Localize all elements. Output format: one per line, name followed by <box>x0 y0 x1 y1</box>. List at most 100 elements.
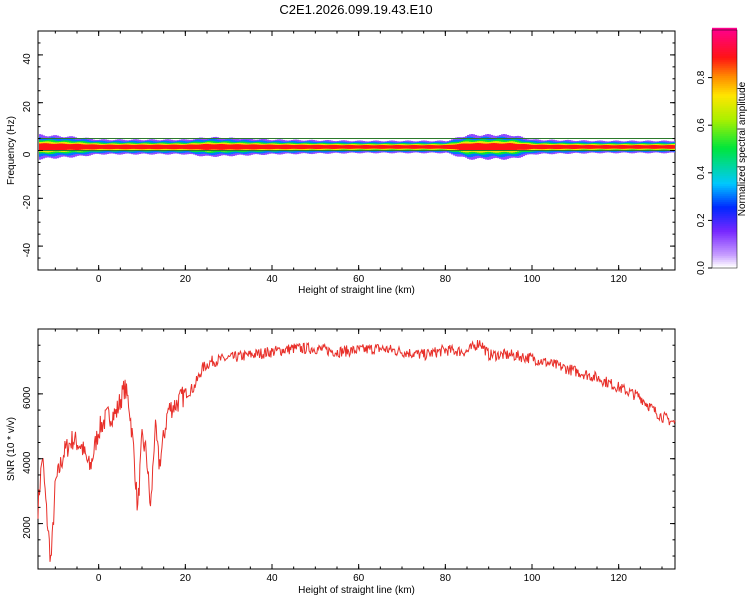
band-strip <box>651 145 653 149</box>
band-strip <box>179 144 181 149</box>
band-strip <box>567 145 569 149</box>
band-strip <box>473 143 475 151</box>
colorbar-strip <box>712 151 737 155</box>
band-strip <box>63 143 65 151</box>
band-strip <box>545 144 547 149</box>
colorbar-strip <box>712 203 737 207</box>
band-strip <box>57 143 59 151</box>
colorbar-strip <box>712 129 737 133</box>
colorbar-frame <box>711 29 738 269</box>
colorbar-strip <box>712 175 737 179</box>
colorbar-strip <box>712 253 737 257</box>
band-strip <box>197 144 199 150</box>
band-strip <box>405 145 407 149</box>
band-strip <box>291 144 293 149</box>
band-strip <box>105 144 107 150</box>
band-strip <box>317 144 319 150</box>
colorbar-strip <box>712 211 737 215</box>
colorbar-strip <box>712 233 737 237</box>
band-strip <box>311 145 313 149</box>
band-strip <box>659 145 661 149</box>
band-strip <box>401 145 403 149</box>
colorbar-strip <box>712 125 737 129</box>
colorbar-strip <box>712 73 737 77</box>
band-strip <box>475 143 477 151</box>
band-strip <box>517 144 519 150</box>
band-strip <box>71 144 73 150</box>
band-strip <box>131 144 133 149</box>
band-strip <box>143 144 145 150</box>
band-strip <box>431 145 433 149</box>
band-strip <box>535 144 537 149</box>
band-strip <box>229 144 231 150</box>
colorbar-strip <box>712 265 737 269</box>
band-strip <box>623 145 625 149</box>
chart-title: C2E1.2026.099.19.43.E10 <box>279 2 433 17</box>
band-strip <box>619 145 621 149</box>
band-strip <box>147 144 149 149</box>
band-strip <box>471 143 473 151</box>
snr-series-line <box>37 339 676 562</box>
colorbar-strip <box>712 217 737 221</box>
band-strip <box>531 144 533 150</box>
colorbar-strip <box>712 79 737 83</box>
band-strip <box>395 145 397 149</box>
band-strip <box>481 143 483 151</box>
band-strip <box>465 143 467 151</box>
band-strip <box>397 144 399 149</box>
band-strip <box>279 144 281 149</box>
band-strip <box>451 144 453 150</box>
band-strip <box>439 145 441 149</box>
band-strip <box>615 145 617 149</box>
x-tick-label: 40 <box>266 573 278 584</box>
colorbar-strip <box>712 57 737 61</box>
band-strip <box>251 144 253 150</box>
colorbar-strip <box>712 191 737 195</box>
band-strip <box>493 143 495 151</box>
band-strip <box>409 145 411 149</box>
band-strip <box>121 144 123 150</box>
band-strip <box>445 144 447 149</box>
band-strip <box>223 144 225 150</box>
band-strip <box>347 144 349 149</box>
band-strip <box>423 145 425 149</box>
band-strip <box>107 144 109 150</box>
band-strip <box>597 145 599 149</box>
band-strip <box>425 145 427 149</box>
colorbar-tick-label: 0.0 <box>696 261 707 275</box>
band-strip <box>637 144 639 149</box>
band-strip <box>233 144 235 150</box>
band-strip <box>593 145 595 149</box>
colorbar-strip <box>712 27 737 31</box>
band-strip <box>327 145 329 149</box>
colorbar-strip <box>712 99 737 103</box>
colorbar-strip <box>712 145 737 149</box>
colorbar-strip <box>712 127 737 131</box>
colorbar-strip <box>712 223 737 227</box>
colorbar-strip <box>712 229 737 233</box>
band-strip <box>479 143 481 151</box>
colorbar-strip <box>712 37 737 41</box>
band-strip <box>133 144 135 149</box>
band-strip <box>305 144 307 149</box>
x-tick-label: 80 <box>440 573 452 584</box>
band-strip <box>467 143 469 151</box>
band-strip <box>611 145 613 149</box>
colorbar-strip <box>712 69 737 73</box>
band-strip <box>325 145 327 149</box>
x-tick-label: 120 <box>610 274 627 285</box>
colorbar-strip <box>712 159 737 163</box>
band-strip <box>367 145 369 149</box>
band-strip <box>631 145 633 149</box>
colorbar-strip <box>712 181 737 185</box>
x-tick-label: 100 <box>524 274 541 285</box>
band-strip <box>155 144 157 150</box>
band-strip <box>167 144 169 149</box>
band-strip <box>647 145 649 149</box>
band-strip <box>153 144 155 150</box>
band-strip <box>341 145 343 149</box>
band-strip <box>375 145 377 149</box>
colorbar-strip <box>712 55 737 59</box>
band-strip <box>617 145 619 149</box>
band-strip <box>207 143 209 150</box>
